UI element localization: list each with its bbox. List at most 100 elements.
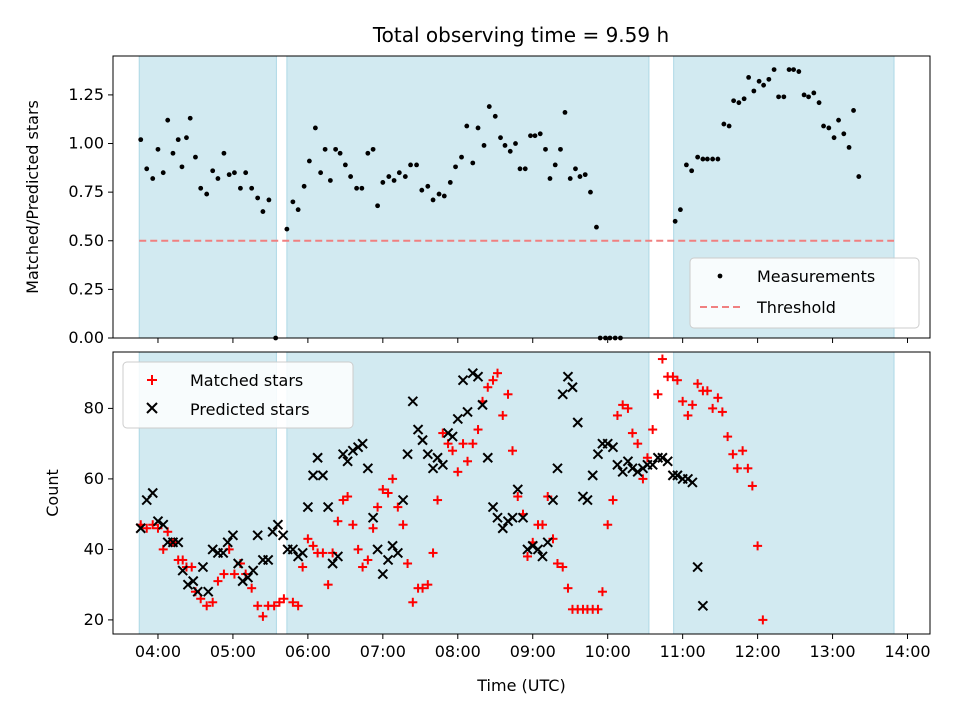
measurement-point bbox=[786, 67, 792, 73]
predicted-point-b bbox=[632, 466, 643, 478]
matched-point bbox=[687, 400, 697, 410]
measurement-point bbox=[517, 166, 523, 172]
measurement-point bbox=[380, 180, 386, 185]
measurement-point bbox=[594, 224, 599, 230]
measurement-point bbox=[498, 135, 503, 141]
measurement-point bbox=[436, 191, 442, 197]
predicted-point bbox=[492, 512, 503, 523]
predicted-point bbox=[387, 540, 398, 552]
matched-point bbox=[693, 379, 703, 389]
matched-point bbox=[603, 520, 613, 530]
measurement-point bbox=[179, 164, 185, 170]
matched-point bbox=[418, 583, 428, 593]
measurement-point bbox=[731, 98, 737, 104]
predicted-point-b bbox=[173, 537, 184, 548]
predicted-point bbox=[562, 371, 574, 382]
matched-point bbox=[738, 446, 748, 456]
predicted-point bbox=[582, 494, 593, 506]
predicted-point-b bbox=[187, 575, 199, 587]
predicted-point bbox=[337, 449, 349, 460]
predicted-point bbox=[632, 466, 643, 478]
measurement-point bbox=[836, 117, 841, 123]
matched-point bbox=[393, 502, 403, 512]
predicted-point-b bbox=[697, 600, 709, 612]
matched-point bbox=[178, 555, 188, 565]
predicted-point bbox=[627, 463, 638, 474]
predicted-point-b bbox=[582, 494, 593, 506]
predicted-point bbox=[187, 575, 199, 587]
measurement-point bbox=[562, 110, 568, 115]
matched-star-points bbox=[136, 354, 768, 625]
predicted-point-b bbox=[232, 558, 244, 569]
matched-point bbox=[353, 544, 363, 554]
predicted-point-b bbox=[237, 575, 248, 587]
predicted-point-b bbox=[202, 586, 214, 597]
predicted-point bbox=[697, 600, 709, 612]
chart-title: Total observing time = 9.59 h bbox=[372, 23, 669, 47]
measurement-point bbox=[543, 146, 548, 152]
matched-point bbox=[623, 403, 633, 413]
predicted-point-b bbox=[612, 459, 623, 471]
bottom-y-ticks: 20 40 60 80 bbox=[84, 398, 113, 629]
predicted-point bbox=[497, 523, 508, 534]
predicted-point bbox=[267, 526, 278, 537]
predicted-point bbox=[327, 558, 338, 569]
matched-point bbox=[732, 463, 742, 473]
matched-point bbox=[308, 541, 318, 551]
measurement-point bbox=[846, 145, 852, 150]
matched-point bbox=[448, 446, 458, 456]
matched-point bbox=[702, 386, 712, 396]
predicted-point bbox=[617, 466, 628, 478]
predicted-point-b bbox=[192, 586, 203, 597]
measurement-point bbox=[175, 137, 181, 143]
predicted-point-b bbox=[437, 459, 449, 471]
measurement-point bbox=[459, 154, 464, 160]
predicted-point-b bbox=[347, 445, 359, 456]
predicted-point-b bbox=[302, 501, 314, 513]
predicted-point-b bbox=[177, 565, 188, 576]
measurement-point bbox=[761, 82, 767, 88]
bottom-y-tick-label: 40 bbox=[84, 539, 104, 558]
predicted-point bbox=[692, 561, 703, 573]
measurement-point bbox=[255, 195, 261, 201]
measurement-point bbox=[678, 207, 683, 213]
x-tick-label: 07:00 bbox=[360, 642, 406, 661]
matched-point bbox=[398, 520, 408, 530]
matched-point bbox=[638, 474, 648, 484]
predicted-point-b bbox=[327, 558, 338, 569]
measurement-point bbox=[232, 170, 237, 176]
predicted-point-b bbox=[242, 572, 254, 583]
measurement-point bbox=[243, 170, 249, 176]
measurement-point bbox=[419, 187, 425, 193]
predicted-point bbox=[507, 512, 518, 523]
matched-point bbox=[303, 534, 313, 544]
measurement-point bbox=[260, 209, 266, 214]
predicted-point-b bbox=[158, 519, 169, 530]
predicted-point-b bbox=[487, 501, 499, 513]
predicted-point bbox=[382, 554, 394, 566]
measurement-point bbox=[528, 133, 533, 139]
predicted-point-b bbox=[412, 424, 424, 435]
matched-point bbox=[343, 492, 353, 502]
measurement-point bbox=[396, 170, 402, 176]
x-tick-label: 08:00 bbox=[435, 642, 481, 661]
measurement-point bbox=[492, 113, 498, 119]
predicted-point bbox=[622, 456, 634, 467]
predicted-point-b bbox=[462, 406, 473, 418]
matched-point bbox=[713, 393, 723, 403]
matched-point bbox=[612, 410, 622, 420]
measurement-point bbox=[144, 166, 150, 172]
matched-point bbox=[672, 375, 682, 385]
matched-point bbox=[743, 463, 753, 473]
measurement-point bbox=[710, 156, 716, 162]
x-tick-label: 11:00 bbox=[660, 642, 706, 661]
predicted-point-b bbox=[542, 537, 553, 548]
matched-point bbox=[708, 403, 718, 413]
matched-point bbox=[247, 583, 257, 593]
predicted-point bbox=[135, 523, 146, 534]
measurement-point bbox=[386, 174, 392, 179]
predicted-point-b bbox=[267, 526, 278, 537]
predicted-point bbox=[557, 389, 568, 400]
measurement-point bbox=[402, 174, 408, 179]
x-tick-label: 10:00 bbox=[585, 642, 631, 661]
